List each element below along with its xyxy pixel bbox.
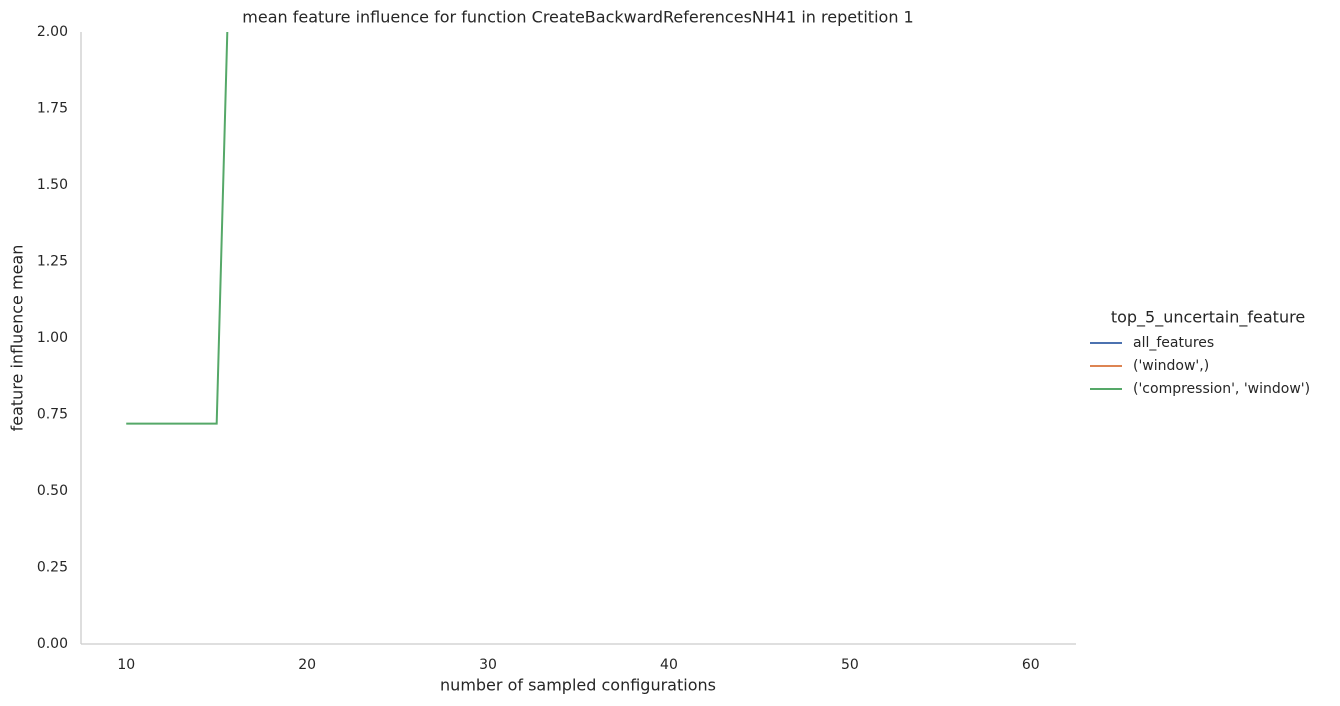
y-tick-label: 1.75 xyxy=(37,101,68,117)
legend-label: all_features xyxy=(1133,335,1214,351)
legend-label: ('window',) xyxy=(1133,358,1209,374)
y-tick-label: 1.00 xyxy=(37,330,68,346)
y-tick-label: 1.25 xyxy=(37,254,68,270)
y-axis-label: feature influence mean xyxy=(8,245,27,432)
y-tick-label: 0.75 xyxy=(37,407,68,423)
x-tick-label: 60 xyxy=(1022,657,1040,673)
plot-area xyxy=(126,32,229,425)
chart-title: mean feature influence for function Crea… xyxy=(242,8,913,27)
x-tick-label: 50 xyxy=(841,657,859,673)
y-tick-label: 0.00 xyxy=(37,636,68,652)
legend-title: top_5_uncertain_feature xyxy=(1111,308,1305,328)
y-tick-label: 2.00 xyxy=(37,24,68,40)
x-axis-label: number of sampled configurations xyxy=(440,676,716,695)
x-tick-label: 40 xyxy=(660,657,678,673)
legend-label: ('compression', 'window') xyxy=(1133,381,1310,397)
series-line xyxy=(126,32,229,425)
y-tick-label: 1.50 xyxy=(37,177,68,193)
y-tick-label: 0.25 xyxy=(37,560,68,576)
y-tick-label: 0.50 xyxy=(37,483,68,499)
x-tick-label: 10 xyxy=(117,657,135,673)
x-tick-label: 30 xyxy=(479,657,497,673)
x-tick-label: 20 xyxy=(298,657,316,673)
